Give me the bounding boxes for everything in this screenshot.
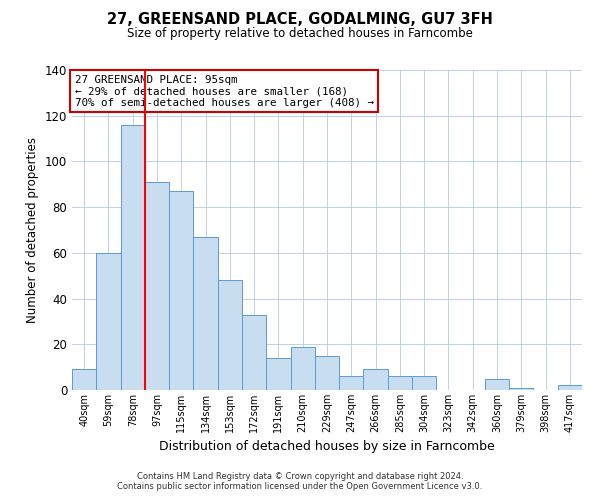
- Y-axis label: Number of detached properties: Number of detached properties: [26, 137, 39, 323]
- X-axis label: Distribution of detached houses by size in Farncombe: Distribution of detached houses by size …: [159, 440, 495, 454]
- Bar: [193, 237, 218, 390]
- Bar: [364, 370, 388, 390]
- Bar: [72, 370, 96, 390]
- Bar: [218, 280, 242, 390]
- Bar: [169, 191, 193, 390]
- Bar: [509, 388, 533, 390]
- Bar: [266, 358, 290, 390]
- Bar: [315, 356, 339, 390]
- Bar: [558, 386, 582, 390]
- Bar: [96, 253, 121, 390]
- Bar: [412, 376, 436, 390]
- Bar: [388, 376, 412, 390]
- Bar: [121, 125, 145, 390]
- Bar: [485, 378, 509, 390]
- Bar: [290, 346, 315, 390]
- Text: Contains public sector information licensed under the Open Government Licence v3: Contains public sector information licen…: [118, 482, 482, 491]
- Text: Size of property relative to detached houses in Farncombe: Size of property relative to detached ho…: [127, 28, 473, 40]
- Bar: [145, 182, 169, 390]
- Text: 27 GREENSAND PLACE: 95sqm
← 29% of detached houses are smaller (168)
70% of semi: 27 GREENSAND PLACE: 95sqm ← 29% of detac…: [74, 75, 374, 108]
- Bar: [339, 376, 364, 390]
- Text: 27, GREENSAND PLACE, GODALMING, GU7 3FH: 27, GREENSAND PLACE, GODALMING, GU7 3FH: [107, 12, 493, 28]
- Bar: [242, 314, 266, 390]
- Text: Contains HM Land Registry data © Crown copyright and database right 2024.: Contains HM Land Registry data © Crown c…: [137, 472, 463, 481]
